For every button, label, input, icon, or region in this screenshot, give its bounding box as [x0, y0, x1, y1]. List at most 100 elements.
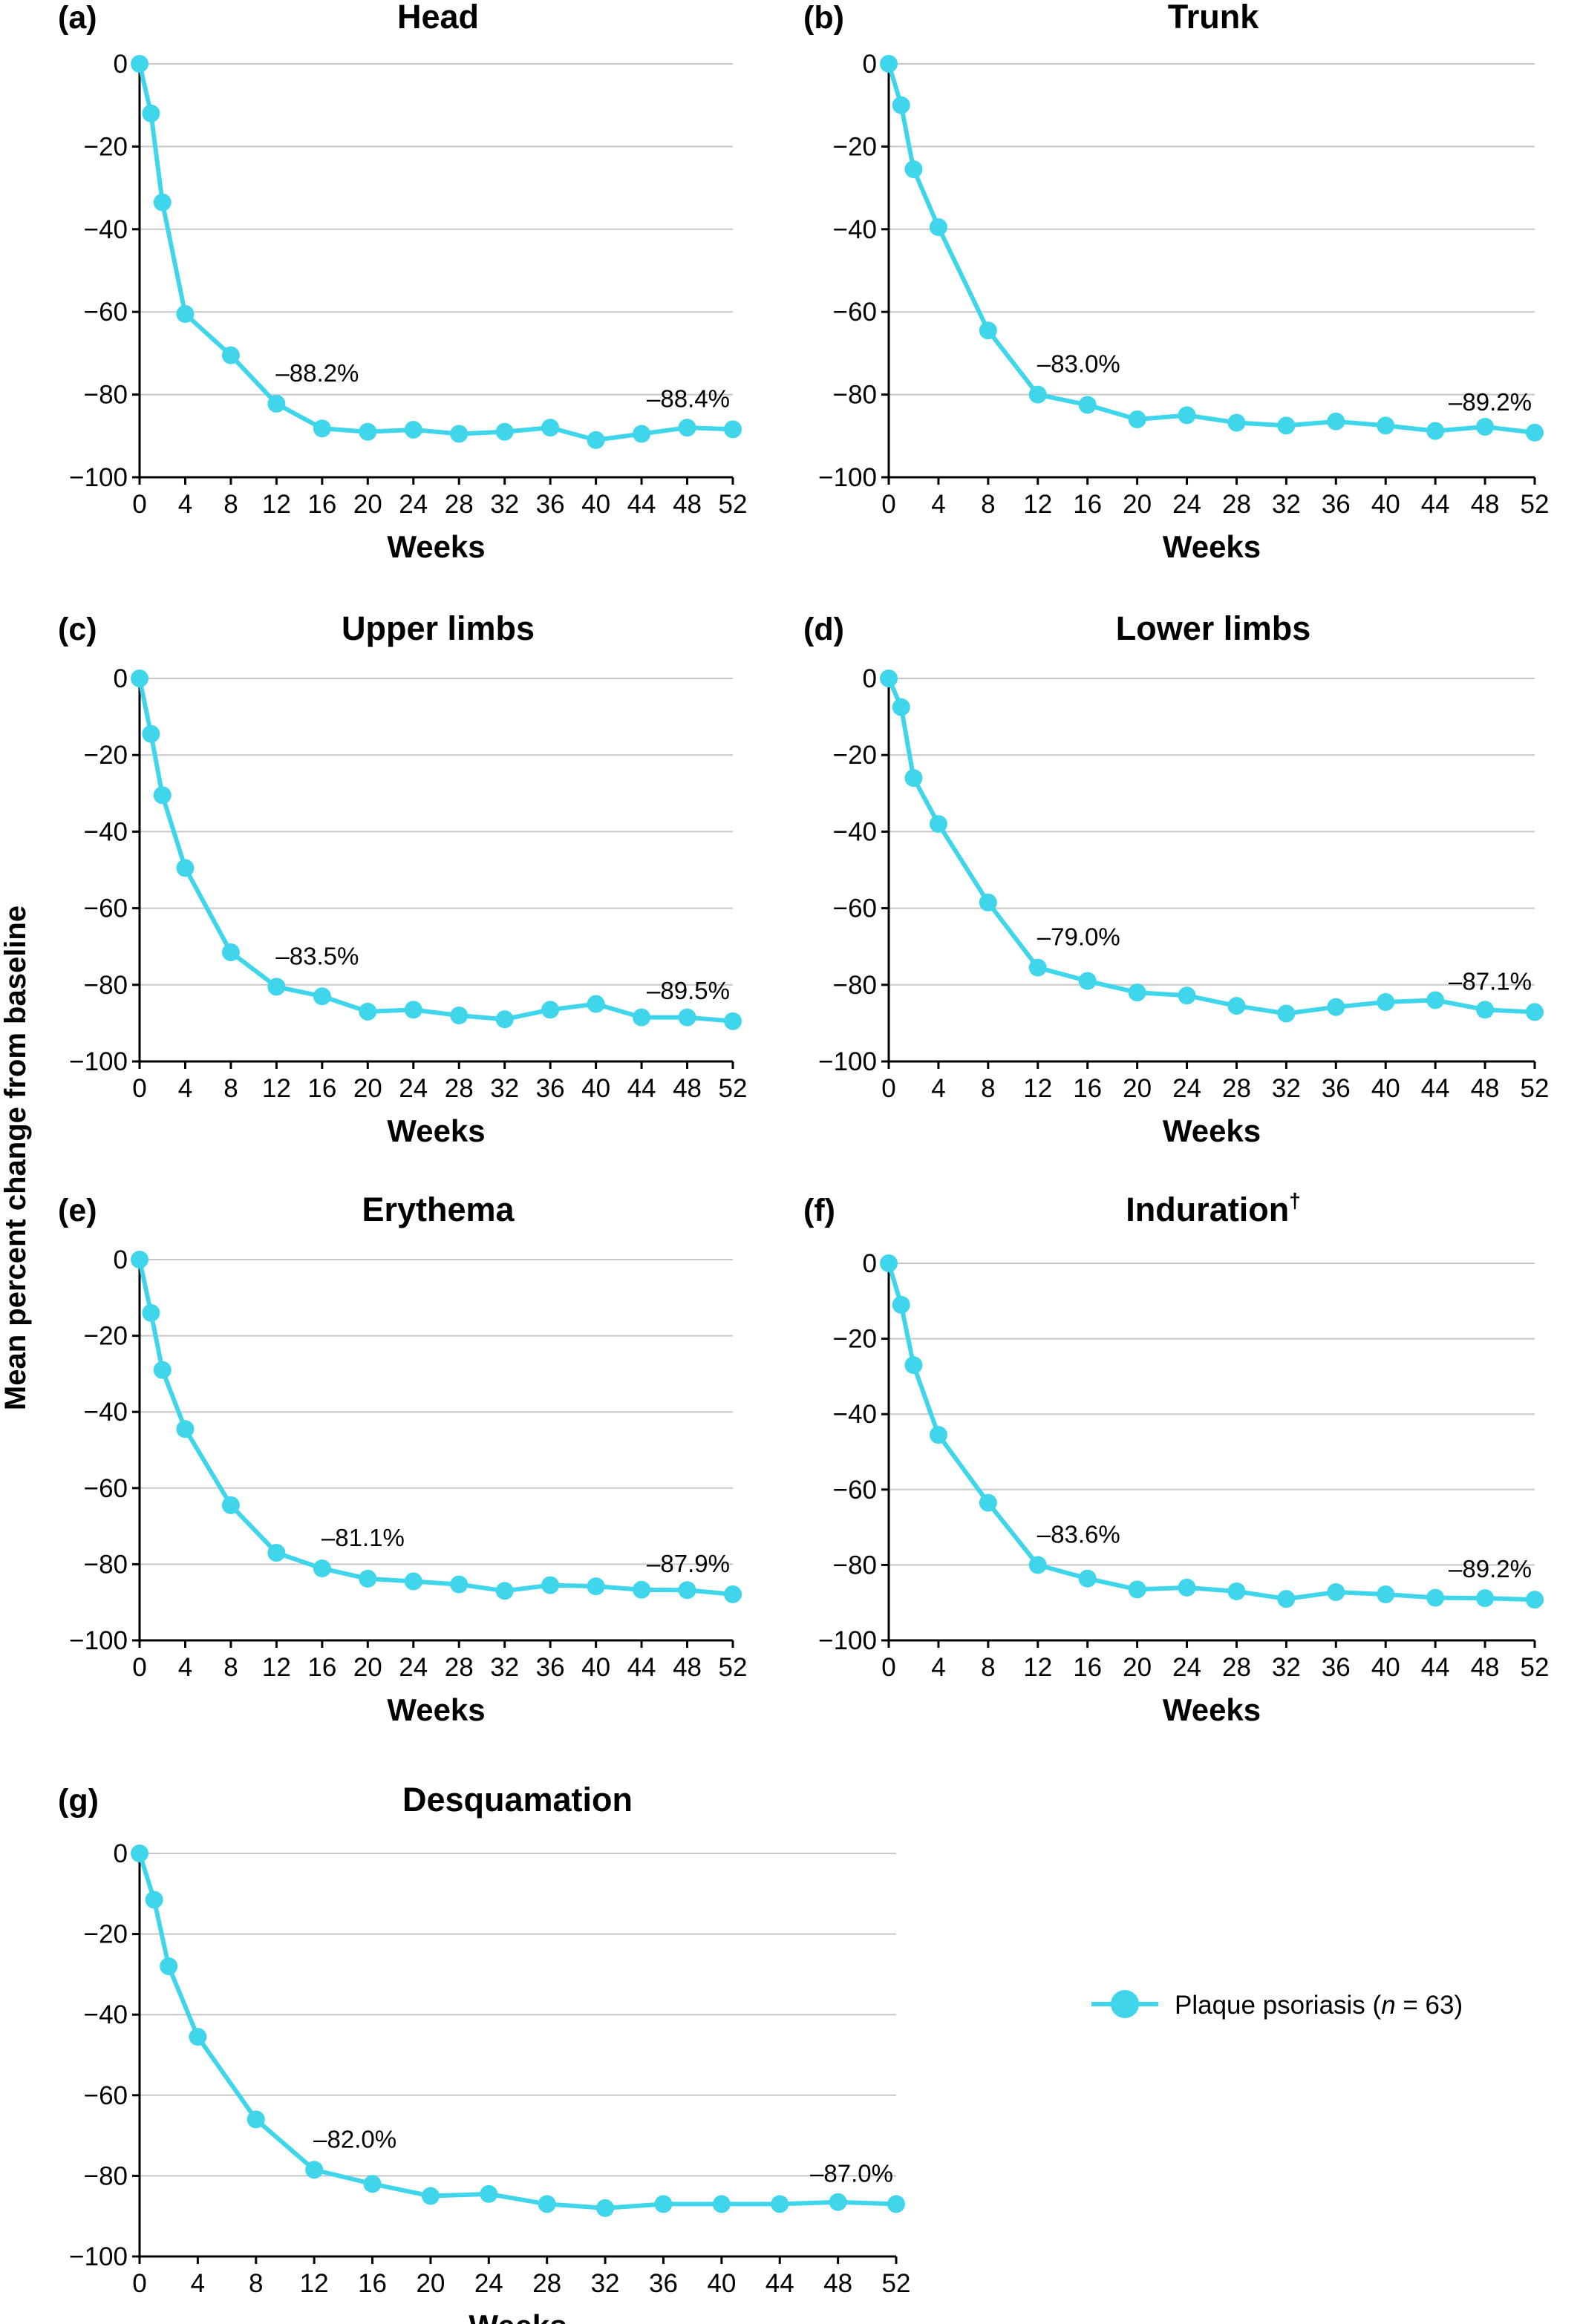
x-tick-label: 20	[1123, 1074, 1152, 1103]
x-tick-label: 52	[719, 490, 748, 519]
data-point	[450, 1575, 469, 1594]
y-tick-label: −40	[833, 817, 877, 846]
data-point	[929, 815, 947, 834]
y-tick-label: −60	[84, 298, 128, 327]
x-tick-label: 36	[536, 490, 565, 519]
x-tick-label: 24	[474, 2269, 503, 2298]
x-tick-label: 20	[353, 1653, 382, 1682]
x-tick-label: 40	[581, 1074, 610, 1103]
x-tick-label: 48	[1471, 1653, 1500, 1682]
data-point	[495, 1582, 514, 1600]
data-point	[450, 425, 469, 443]
data-point	[541, 1001, 560, 1019]
x-tick-label: 28	[445, 490, 474, 519]
x-tick-label: 40	[581, 1653, 610, 1682]
x-tick-label: 0	[132, 2269, 146, 2298]
x-tick-label: 48	[673, 1653, 702, 1682]
data-point	[176, 859, 195, 877]
data-point	[1078, 972, 1097, 990]
data-point	[1426, 1588, 1445, 1607]
data-label: –88.4%	[647, 384, 730, 412]
x-tick-label: 32	[1272, 1653, 1301, 1682]
data-point	[979, 1493, 997, 1512]
x-tick-label: 36	[1322, 490, 1351, 519]
y-tick-label: −60	[84, 2081, 128, 2110]
y-tick-label: −40	[833, 1400, 877, 1429]
panel-title: Upper limbs	[342, 609, 535, 647]
y-tick-label: −100	[69, 2242, 128, 2271]
data-point	[724, 420, 742, 439]
x-tick-label: 36	[1322, 1653, 1351, 1682]
series-line	[887, 1263, 1535, 1603]
x-tick-label: 44	[627, 490, 656, 519]
x-tick-label: 52	[719, 1653, 748, 1682]
data-point	[892, 96, 910, 114]
data-point	[359, 422, 377, 441]
data-point	[1078, 1569, 1097, 1588]
panel-title: Head	[397, 0, 479, 36]
x-tick-label: 28	[1222, 1074, 1251, 1103]
y-tick-label: −40	[833, 215, 877, 244]
x-tick-label: 4	[931, 490, 945, 519]
y-tick-label: −80	[833, 1551, 877, 1580]
x-tick-label: 24	[399, 1074, 428, 1103]
data-point	[541, 419, 560, 437]
y-tick-label: −60	[833, 894, 877, 923]
legend-marker	[1111, 1990, 1139, 2018]
data-point	[829, 2193, 847, 2211]
data-point	[1227, 413, 1246, 432]
data-point	[421, 2187, 440, 2205]
y-tick-label: −100	[69, 463, 128, 492]
y-tick-label: 0	[863, 50, 877, 79]
data-point	[1526, 1003, 1544, 1021]
y-tick-label: −40	[84, 2000, 128, 2029]
x-tick-label: 0	[132, 490, 146, 519]
x-tick-label: 48	[823, 2269, 852, 2298]
x-tick-label: 4	[178, 1653, 192, 1682]
data-point	[724, 1585, 742, 1603]
data-point	[1476, 1589, 1495, 1608]
x-tick-label: 20	[416, 2269, 445, 2298]
data-point	[979, 321, 997, 340]
panel-title: Trunk	[1168, 0, 1259, 36]
x-tick-label: 16	[307, 1653, 336, 1682]
x-tick-label: 44	[1421, 1074, 1450, 1103]
y-tick-label: 0	[114, 50, 128, 79]
x-tick-label: 44	[627, 1074, 656, 1103]
x-tick-label: 36	[649, 2269, 678, 2298]
data-point	[1128, 410, 1146, 429]
data-point	[1426, 422, 1445, 440]
data-point	[1028, 958, 1047, 977]
data-point	[633, 1008, 651, 1027]
data-point	[495, 1010, 514, 1029]
x-tick-label: 24	[399, 490, 428, 519]
data-point	[538, 2195, 556, 2213]
panel-letter: (d)	[803, 612, 844, 647]
data-point	[267, 978, 286, 996]
x-tick-label: 28	[1222, 490, 1251, 519]
data-point	[1277, 1590, 1296, 1608]
data-point	[1128, 983, 1146, 1002]
series-line	[137, 1259, 734, 1597]
x-tick-label: 40	[707, 2269, 736, 2298]
x-tick-label: 28	[445, 1074, 474, 1103]
data-point	[904, 769, 923, 788]
data-point	[633, 1580, 651, 1599]
data-label: –89.2%	[1449, 1555, 1532, 1582]
data-point	[142, 1303, 160, 1322]
x-tick-label: 20	[353, 1074, 382, 1103]
data-label: –81.1%	[321, 1524, 405, 1551]
data-point	[587, 995, 605, 1013]
data-point	[305, 2161, 324, 2179]
y-tick-label: −100	[818, 1047, 877, 1076]
data-point	[929, 1426, 947, 1444]
y-tick-label: −100	[69, 1047, 128, 1076]
x-tick-label: 8	[981, 490, 995, 519]
data-point	[712, 2195, 731, 2213]
y-tick-label: −40	[84, 1398, 128, 1427]
panel-letter: (b)	[803, 0, 844, 36]
data-point	[1277, 416, 1296, 435]
panel-letter: (e)	[58, 1193, 97, 1228]
